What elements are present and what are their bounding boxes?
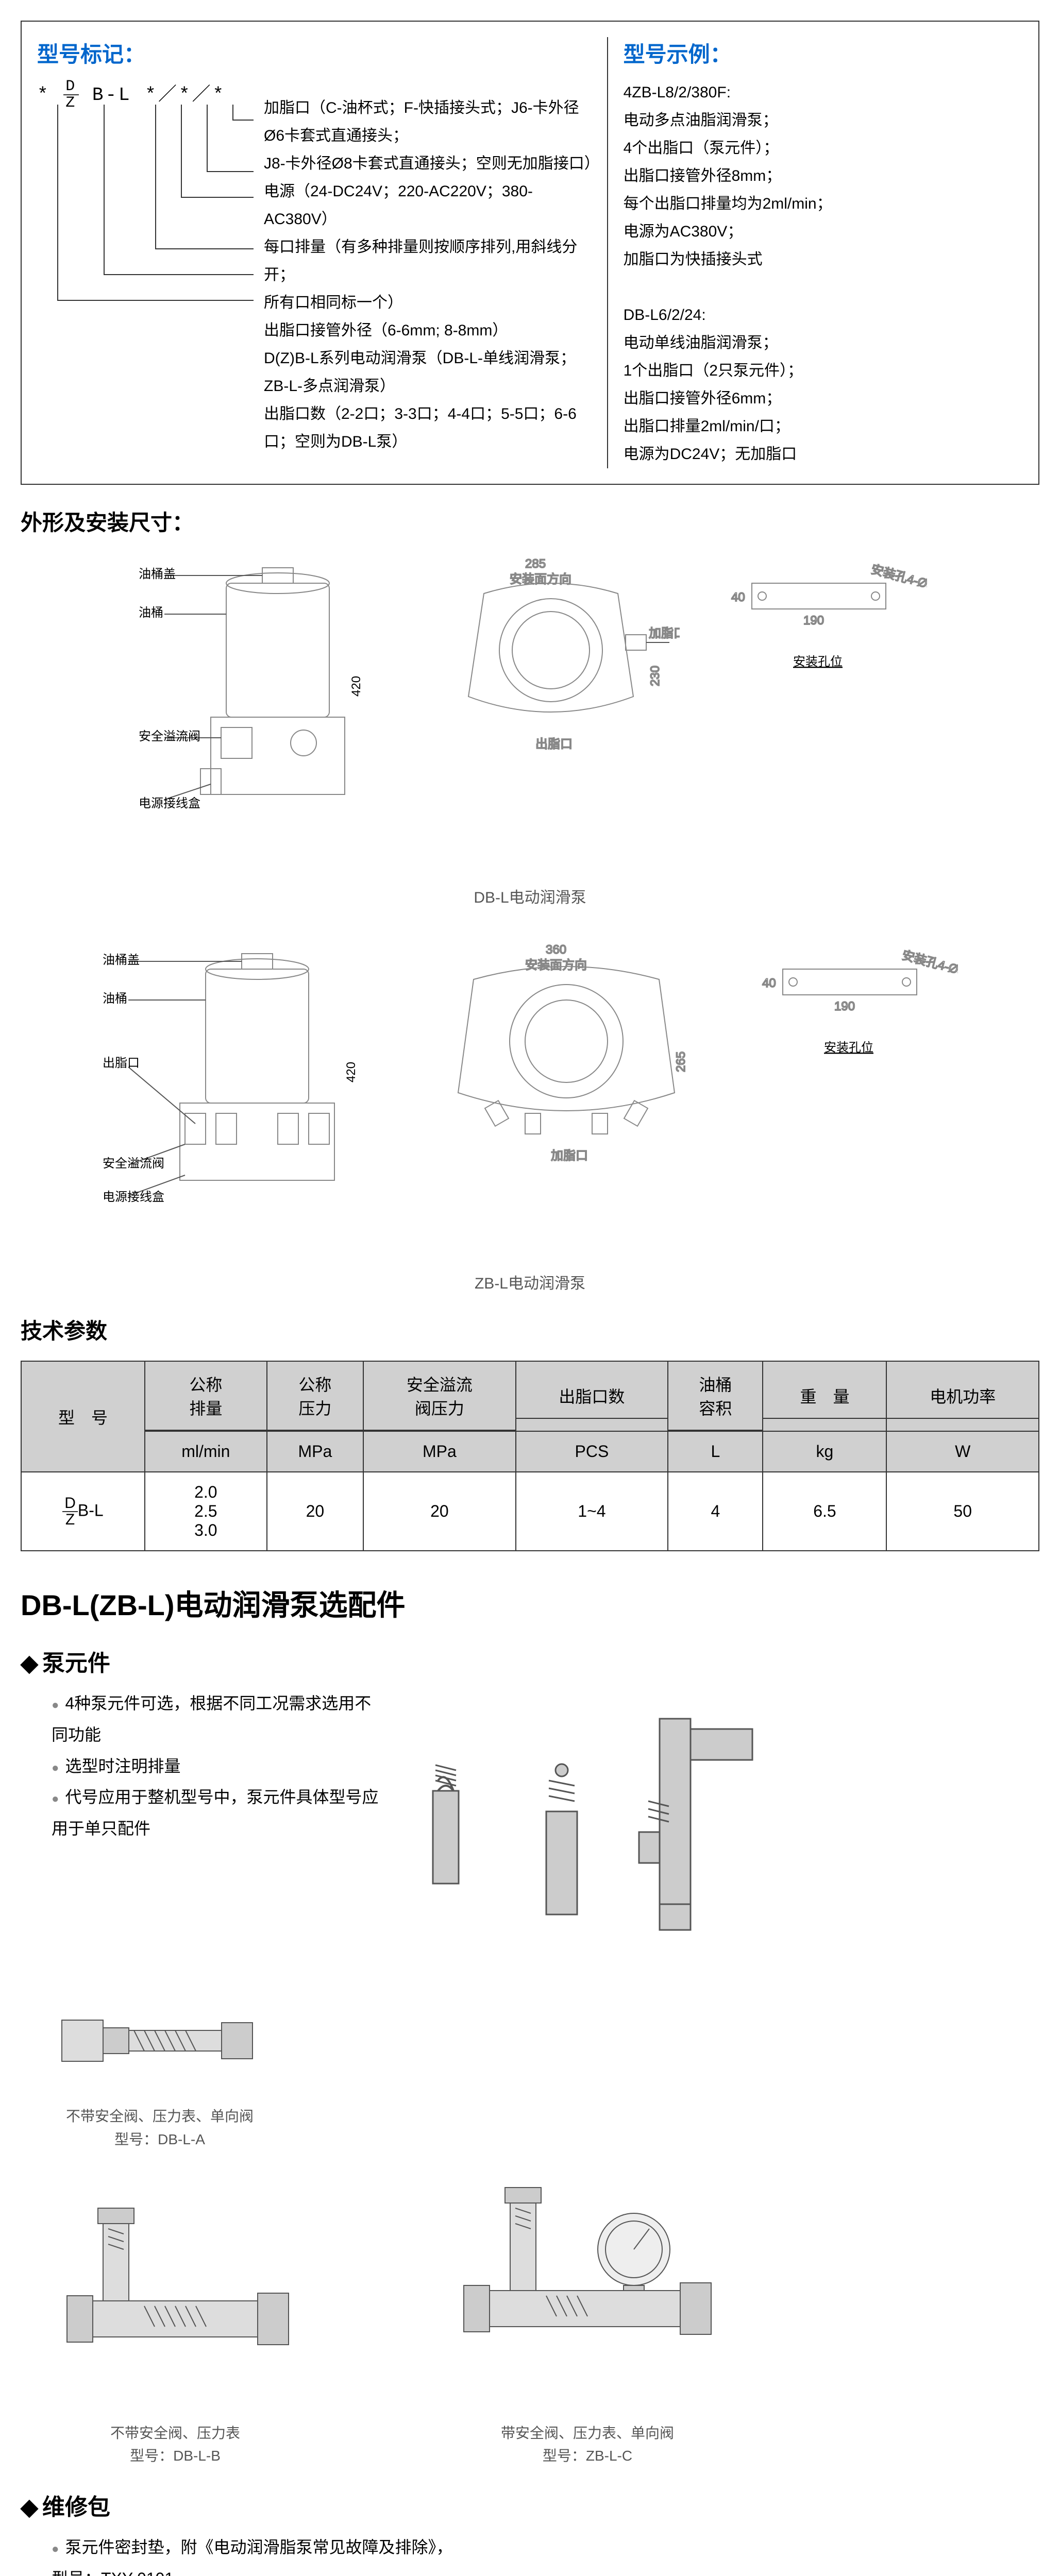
model-notation-box: 型号标记： * DZ B-L *／*／* 加脂口（C-油杯式；F-快插接头式；J… bbox=[21, 21, 1039, 485]
th-weight: 重 量 bbox=[763, 1361, 886, 1431]
svg-text:电源接线盒: 电源接线盒 bbox=[139, 796, 200, 810]
pump-element-heading: 泵元件 bbox=[21, 1645, 1039, 1677]
svg-text:电源接线盒: 电源接线盒 bbox=[103, 1190, 164, 1204]
model-mark-diagram: * DZ B-L *／*／* 加脂口（C-油杯式；F-快插接头式；J6-卡外径Ø… bbox=[37, 79, 597, 347]
dbl-mount-view: 40 190 安装孔4-Ø9 安装孔位 bbox=[711, 552, 927, 689]
zbl-front-view: 油桶盖 油桶 出脂口 安全溢流阀 电源接线盒 420 bbox=[103, 938, 391, 1250]
svg-text:安装孔位: 安装孔位 bbox=[824, 1041, 873, 1055]
svg-text:285: 285 bbox=[525, 557, 546, 571]
part-c: 带安全阀、压力表、单向阀 型号：ZB-L-C bbox=[443, 2172, 732, 2468]
zbl-top-view: 360 安装面方向 265 加脂口 bbox=[422, 938, 711, 1209]
svg-text:安全溢流阀: 安全溢流阀 bbox=[103, 1157, 164, 1171]
svg-text:安装孔4-Ø9: 安装孔4-Ø9 bbox=[869, 563, 927, 593]
tech-params-title: 技术参数 bbox=[21, 1314, 1039, 1345]
part-a-svg bbox=[52, 1979, 268, 2092]
description-list: 加脂口（C-油杯式；F-快插接头式；J6-卡外径Ø6卡套式直通接头； J8-卡外… bbox=[264, 94, 597, 456]
svg-text:40: 40 bbox=[731, 590, 745, 604]
svg-text:安装面方向: 安装面方向 bbox=[510, 572, 571, 586]
bracket-lines bbox=[37, 105, 254, 352]
model-example-section: 型号示例： 4ZB-L8/2/380F: 电动多点油脂润滑泵； 4个出脂口（泵元… bbox=[607, 37, 1023, 468]
svg-text:420: 420 bbox=[344, 1062, 358, 1082]
cell-model: DZB-L bbox=[21, 1472, 145, 1551]
dbl-mount-svg: 40 190 安装孔4-Ø9 安装孔位 bbox=[711, 552, 927, 686]
diagram-row-dbl: 油桶盖 油桶 安全溢流阀 电源接线盒 420 285 安装面方向 加脂口 230… bbox=[21, 552, 1039, 864]
svg-text:油桶: 油桶 bbox=[139, 606, 163, 620]
svg-text:加脂口: 加脂口 bbox=[649, 626, 680, 640]
zbl-mount-view: 40 190 安装孔4-Ø9 安装孔位 bbox=[742, 938, 958, 1075]
th-power: 电机功率 bbox=[886, 1361, 1039, 1431]
example-text: 4ZB-L8/2/380F: 电动多点油脂润滑泵； 4个出脂口（泵元件）； 出脂… bbox=[624, 79, 1023, 468]
dbl-front-view: 油桶盖 油桶 安全溢流阀 电源接线盒 420 bbox=[133, 552, 391, 864]
svg-text:油桶盖: 油桶盖 bbox=[139, 567, 176, 581]
dbl-top-view: 285 安装面方向 加脂口 230 出脂口 bbox=[422, 552, 680, 812]
accessories-heading: DB-L(ZB-L)电动润滑泵选配件 bbox=[21, 1582, 1039, 1624]
example-title: 型号示例： bbox=[624, 37, 1023, 69]
svg-text:出脂口: 出脂口 bbox=[103, 1056, 140, 1070]
svg-text:加脂口: 加脂口 bbox=[551, 1149, 588, 1163]
svg-text:190: 190 bbox=[834, 999, 855, 1013]
dbl-top-svg: 285 安装面方向 加脂口 230 出脂口 bbox=[422, 552, 680, 810]
table-header-row: 型 号 公称 排量 公称 压力 安全溢流 阀压力 出脂口数 油桶 容积 重 量 … bbox=[21, 1361, 1039, 1431]
part-b-svg bbox=[52, 2193, 299, 2409]
tech-params-table: 型 号 公称 排量 公称 压力 安全溢流 阀压力 出脂口数 油桶 容积 重 量 … bbox=[21, 1361, 1039, 1551]
pump-bullets: 4种泵元件可选，根据不同工况需求选用不同功能 选型时注明排量 代号应用于整机型号… bbox=[21, 1688, 381, 1958]
svg-text:190: 190 bbox=[803, 614, 824, 628]
svg-text:油桶盖: 油桶盖 bbox=[103, 953, 140, 967]
mark-title: 型号标记： bbox=[37, 37, 597, 69]
zbl-caption: ZB-L电动润滑泵 bbox=[21, 1270, 1039, 1293]
part-b: 不带安全阀、压力表 型号：DB-L-B bbox=[52, 2193, 299, 2468]
th-safety: 安全溢流 阀压力 bbox=[363, 1361, 516, 1431]
parts-row-bc: 不带安全阀、压力表 型号：DB-L-B 带安全阀、压力表、单向阀 型号：ZB-L… bbox=[21, 2172, 1039, 2468]
dimensions-title: 外形及安装尺寸： bbox=[21, 505, 1039, 537]
dbl-caption: DB-L电动润滑泵 bbox=[21, 885, 1039, 907]
th-outlets: 出脂口数 bbox=[516, 1361, 668, 1431]
th-capacity: 油桶 容积 bbox=[668, 1361, 763, 1431]
part-top-svg bbox=[402, 1688, 763, 1945]
svg-text:安装孔4-Ø9: 安装孔4-Ø9 bbox=[900, 948, 958, 979]
zbl-top-svg: 360 安装面方向 265 加脂口 bbox=[422, 938, 711, 1206]
part-top-right bbox=[402, 1688, 763, 1958]
svg-text:265: 265 bbox=[674, 1052, 688, 1072]
part-a: 不带安全阀、压力表、单向阀 型号：DB-L-A bbox=[52, 1979, 268, 2151]
table-data-row: DZB-L 2.0 2.5 3.0 20 20 1~4 4 6.5 50 bbox=[21, 1472, 1039, 1551]
svg-text:安全溢流阀: 安全溢流阀 bbox=[139, 730, 200, 743]
dbl-front-svg: 油桶盖 油桶 安全溢流阀 电源接线盒 420 bbox=[133, 552, 391, 861]
diagram-row-zbl: 油桶盖 油桶 出脂口 安全溢流阀 电源接线盒 420 360 安装面方向 265… bbox=[21, 938, 1039, 1250]
th-displacement: 公称 排量 bbox=[145, 1361, 267, 1431]
svg-text:油桶: 油桶 bbox=[103, 992, 127, 1006]
svg-text:安装孔位: 安装孔位 bbox=[793, 655, 843, 669]
svg-text:420: 420 bbox=[349, 676, 363, 697]
svg-text:230: 230 bbox=[648, 666, 662, 686]
th-model: 型 号 bbox=[21, 1361, 145, 1472]
svg-text:出脂口: 出脂口 bbox=[535, 737, 573, 751]
part-c-svg bbox=[443, 2172, 732, 2409]
parts-row-bottom: 不带安全阀、压力表、单向阀 型号：DB-L-A bbox=[21, 1979, 1039, 2151]
th-pressure: 公称 压力 bbox=[267, 1361, 363, 1431]
zbl-front-svg: 油桶盖 油桶 出脂口 安全溢流阀 电源接线盒 420 bbox=[103, 938, 391, 1247]
model-mark-section: 型号标记： * DZ B-L *／*／* 加脂口（C-油杯式；F-快插接头式；J… bbox=[37, 37, 597, 468]
svg-text:40: 40 bbox=[762, 976, 776, 990]
repair-kit-heading: 维修包 bbox=[21, 2488, 1039, 2521]
repair-bullets: 泵元件密封垫，附《电动润滑脂泵常见故障及排除》， 型号：TXY-0101 bbox=[21, 2532, 1039, 2576]
table-unit-row: ml/min MPa MPa PCS L kg W bbox=[21, 1431, 1039, 1472]
svg-text:安装面方向: 安装面方向 bbox=[525, 958, 587, 972]
zbl-mount-svg: 40 190 安装孔4-Ø9 安装孔位 bbox=[742, 938, 958, 1072]
svg-text:360: 360 bbox=[546, 943, 566, 957]
